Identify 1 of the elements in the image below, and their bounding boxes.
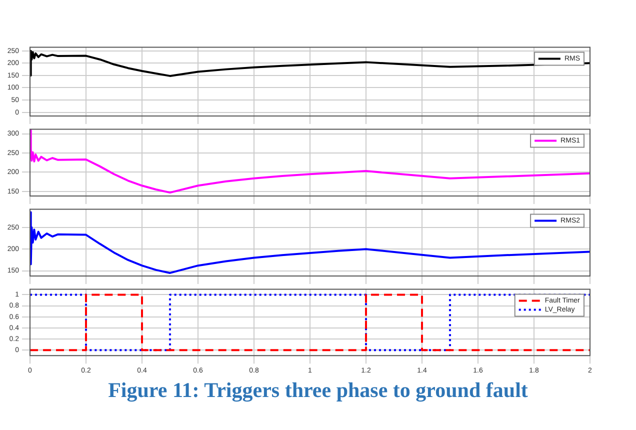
- caption: Figure 11: Triggers three phase to ground fault: [107, 378, 529, 403]
